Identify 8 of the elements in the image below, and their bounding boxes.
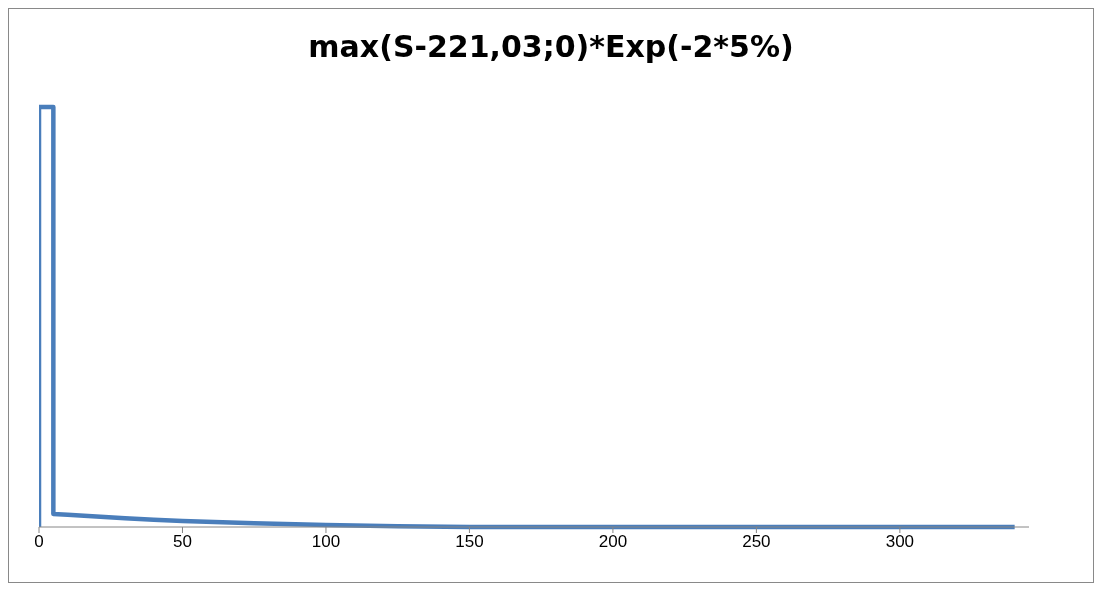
x-tick-label: 50 <box>173 532 192 552</box>
x-tick-label: 250 <box>742 532 771 552</box>
x-tick-label: 0 <box>34 532 44 552</box>
x-tick-label: 300 <box>885 532 915 552</box>
chart-title: max(S-221,03;0)*Exp(-2*5%) <box>307 28 795 66</box>
x-tick-label: 150 <box>455 532 484 552</box>
x-tick-label: 200 <box>598 532 628 552</box>
x-tick-label: 100 <box>311 532 341 552</box>
